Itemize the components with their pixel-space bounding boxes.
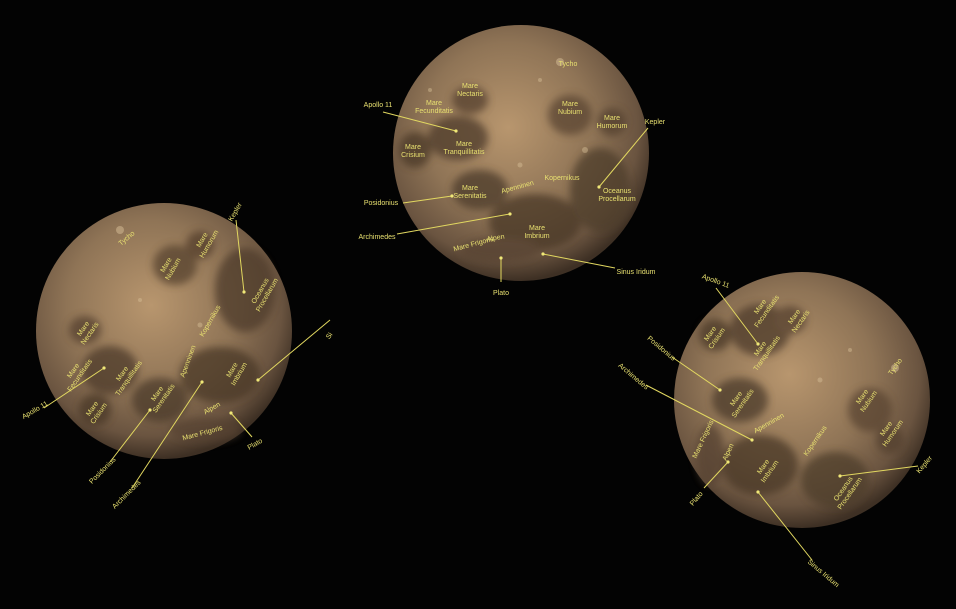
- line-plato-right: [703, 461, 729, 489]
- label-mare-crisium-top: Mare Crisium: [401, 144, 425, 159]
- label-mare-tranquillitatis-top: Mare Tranquillitatis: [444, 141, 485, 156]
- label-archimedes-right: Archimedes: [617, 362, 650, 391]
- label-mare-nectaris-top: Mare Nectaris: [457, 83, 483, 98]
- line-apollo11-left: [43, 367, 105, 409]
- line-posidonius-right: [671, 356, 721, 391]
- label-plato-right: Plato: [689, 491, 705, 508]
- moon-top-highlands: [428, 58, 588, 168]
- label-tycho-top: Tycho: [559, 61, 578, 68]
- label-alpen-top: Alpen: [486, 234, 505, 244]
- label-plato-top: Plato: [493, 290, 509, 297]
- label-mare-imbrium-top: Mare Imbrium: [524, 225, 549, 240]
- line-kepler-left: [235, 219, 245, 293]
- label-sinus-iridum-top: Sinus Iridum: [617, 269, 656, 276]
- line-sinus-iridum-right: [757, 491, 813, 561]
- label-posidonius-left: Posidonius: [88, 456, 118, 486]
- label-mare-serenitatis-top: Mare Serenitatis: [453, 185, 487, 200]
- label-plato-left: Plato: [247, 438, 264, 452]
- label-sinus-iridum-left: Si: [325, 331, 335, 340]
- label-mare-nubium-top: Mare Nubium: [558, 101, 582, 116]
- label-mare-humorum-top: Mare Humorum: [597, 115, 628, 130]
- line-posidonius-top: [402, 195, 453, 204]
- label-apollo11-top: Apollo 11: [364, 102, 393, 109]
- moon-left-maria: [69, 231, 275, 442]
- line-sinus-iridum-left: [257, 319, 331, 381]
- label-apollo11-left: Apollo 11: [21, 400, 49, 420]
- label-kepler-right: Kepler: [916, 455, 935, 476]
- label-kopernikus-top: Kopernikus: [544, 175, 580, 182]
- line-kepler-top: [598, 127, 649, 188]
- line-apollo11-top: [382, 111, 457, 132]
- moon-right-highlands: [817, 348, 899, 383]
- label-oceanus-top: Oceanus Procellarum: [598, 188, 636, 203]
- moon-right: Apollo 11 MareFecunditatis MareNectaris …: [617, 272, 935, 589]
- label-posidonius-top: Posidonius: [364, 200, 399, 207]
- line-archimedes-left: [131, 381, 203, 489]
- line-apollo11-right: [715, 287, 759, 345]
- line-archimedes-top: [396, 213, 511, 235]
- line-kepler-right: [839, 465, 919, 477]
- moon-left: Tycho MareNubium MareHumorum Kepler Ocea…: [21, 201, 335, 510]
- line-posidonius-left: [109, 409, 151, 463]
- label-posidonius-right: Posidonius: [646, 335, 677, 363]
- label-kepler-left: Kepler: [228, 201, 245, 223]
- moon-top: Tycho Mare Nectaris Mare Fecunditatis Apol…: [359, 25, 666, 297]
- line-plato-left: [230, 412, 253, 438]
- moon-top-maria: [399, 86, 630, 262]
- label-sinus-iridum-right: Sinus Iridum: [806, 559, 840, 589]
- label-mare-fecunditatis-top: Mare Fecunditatis: [415, 100, 453, 115]
- moon-left-highlands: [116, 226, 203, 328]
- moon-right-maria: [696, 304, 904, 508]
- line-sinus-iridum-top: [542, 253, 616, 269]
- label-apollo11-right: Apollo 11: [701, 273, 730, 289]
- label-archimedes-left: Archimedes: [111, 479, 142, 510]
- label-archimedes-top: Archimedes: [359, 234, 396, 241]
- label-kepler-top: Kepler: [645, 119, 666, 126]
- line-archimedes-right: [645, 384, 753, 441]
